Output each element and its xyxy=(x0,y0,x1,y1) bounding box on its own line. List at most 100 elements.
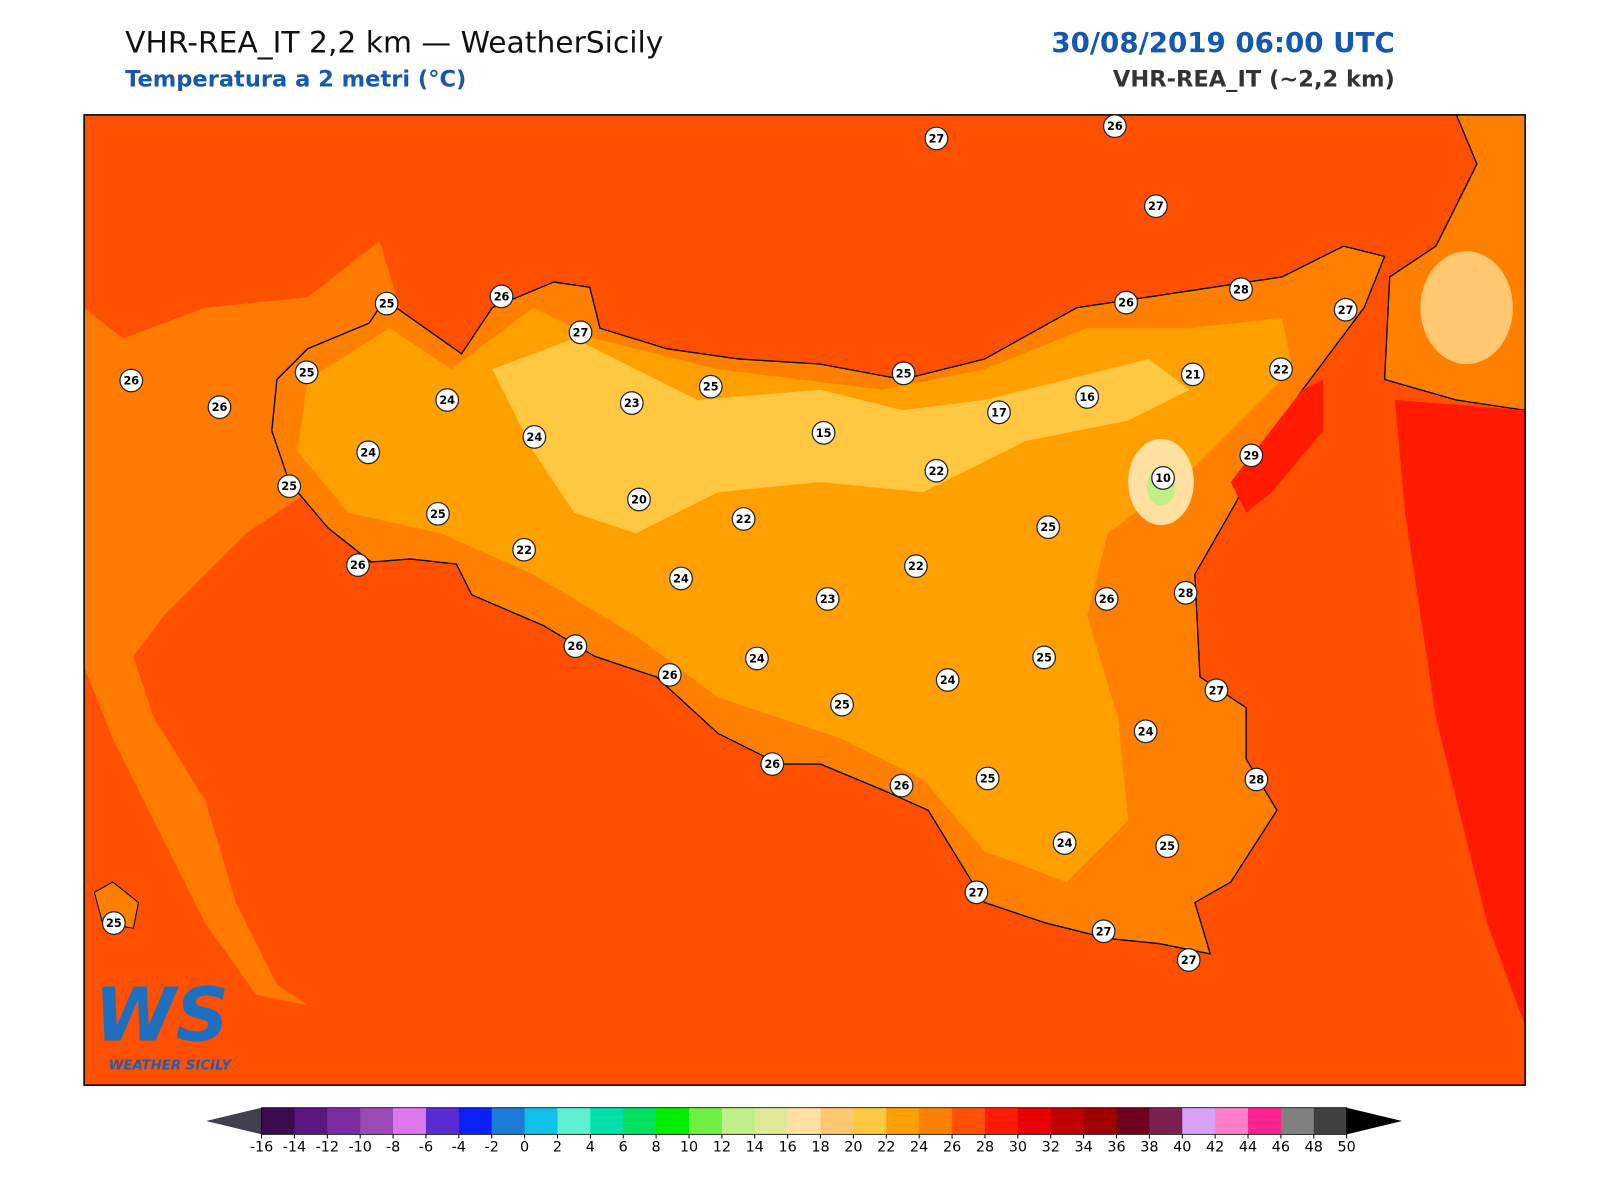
station-marker xyxy=(1229,277,1253,302)
station-marker xyxy=(1114,290,1139,315)
station-value: 24 xyxy=(1138,725,1154,738)
station-marker xyxy=(903,554,928,579)
colorbar-tick-label: 8 xyxy=(652,1140,661,1156)
colorbar-tick-label: 20 xyxy=(844,1140,862,1156)
station-value: 15 xyxy=(816,427,832,440)
station-marker xyxy=(512,537,536,562)
station-marker xyxy=(119,368,144,393)
station-marker xyxy=(207,395,232,420)
station-marker xyxy=(277,474,302,499)
station-value: 16 xyxy=(1079,391,1095,404)
station-marker xyxy=(1269,357,1293,382)
subtitle: Temperatura a 2 metri (°C) xyxy=(125,67,466,93)
station-marker xyxy=(435,388,460,412)
station-marker xyxy=(426,501,450,526)
colorbar-tick-label: 0 xyxy=(520,1140,529,1156)
station-marker xyxy=(987,400,1011,425)
station-value: 24 xyxy=(749,652,765,665)
station-value: 29 xyxy=(1243,449,1259,462)
station-value: 25 xyxy=(379,298,395,311)
colorbar-tick-label: -8 xyxy=(386,1140,400,1156)
colorbar-tick-label: -12 xyxy=(316,1140,339,1156)
calabria-mild xyxy=(1420,251,1513,365)
colorbar-bin xyxy=(393,1107,427,1135)
colorbar-bin xyxy=(754,1107,789,1135)
colorbar-tick-label: 16 xyxy=(779,1140,797,1156)
station-marker xyxy=(1239,443,1264,468)
station-marker xyxy=(889,773,914,798)
hot-sea xyxy=(1394,400,1526,1026)
station-value: 28 xyxy=(1233,283,1249,296)
logo-mark: WS xyxy=(94,973,229,1059)
colorbar-bin xyxy=(458,1107,493,1135)
colorbar-tick-label: 46 xyxy=(1272,1140,1290,1156)
colorbar-bin xyxy=(689,1107,723,1135)
colorbar-tick-label: 38 xyxy=(1140,1140,1158,1156)
colorbar-bin xyxy=(360,1107,394,1135)
station-marker xyxy=(924,458,949,483)
logo: WS WEATHER SICILY xyxy=(94,973,232,1074)
station-marker xyxy=(669,566,693,591)
station-marker xyxy=(1091,919,1116,944)
colorbar-bin xyxy=(491,1107,526,1135)
colorbar-bin xyxy=(623,1107,657,1135)
station-value: 24 xyxy=(360,446,376,459)
station-value: 24 xyxy=(940,674,956,687)
colorbar-outline xyxy=(261,1107,1348,1135)
colorbar-bin xyxy=(524,1107,558,1135)
station-value: 27 xyxy=(1181,954,1197,967)
station-value: 26 xyxy=(350,559,366,572)
frame xyxy=(83,114,1526,1086)
colorbar-tick-label: -6 xyxy=(419,1140,433,1156)
station-value: 25 xyxy=(1040,521,1056,534)
colorbar-bin xyxy=(721,1107,756,1135)
colorbar-tick-label: -10 xyxy=(348,1140,371,1156)
colorbar-bin xyxy=(984,1107,1019,1135)
colorbar-tick-label: 14 xyxy=(746,1140,764,1156)
station-value: 26 xyxy=(894,780,910,793)
station-marker xyxy=(1151,466,1175,490)
map xyxy=(84,114,1526,1086)
station-marker xyxy=(101,911,126,935)
colorbar-bin xyxy=(919,1107,953,1135)
station-marker xyxy=(489,284,514,309)
colorbar-tick-label: 2 xyxy=(553,1140,562,1156)
colorbar-tick-label: 6 xyxy=(619,1140,628,1156)
colorbar-tick-label: 28 xyxy=(976,1140,994,1156)
colorbar-tick-label: 50 xyxy=(1338,1140,1356,1156)
colorbar-bin xyxy=(1182,1107,1216,1135)
station-marker xyxy=(1036,515,1061,540)
station-value: 28 xyxy=(1178,587,1194,600)
station-value: 25 xyxy=(299,366,315,379)
colorbar-bin xyxy=(294,1107,328,1135)
datetime: 30/08/2019 06:00 UTC xyxy=(1051,26,1394,59)
land-mild xyxy=(492,338,1190,534)
station-marker xyxy=(1133,719,1158,744)
station-marker xyxy=(891,361,916,386)
station-marker xyxy=(1094,587,1119,611)
colorbar-tick-label: -16 xyxy=(250,1140,273,1156)
colorbar-bin xyxy=(853,1107,887,1135)
station-value: 25 xyxy=(1159,840,1175,853)
station-marker xyxy=(924,126,949,151)
colorbar-bin xyxy=(820,1107,854,1135)
colorbar: -16 -14 -12 -10 -8 -6 -4 -2 0 2 4 6 8 10 12 14 16 18 20 22 2… xyxy=(206,1107,1403,1156)
colorbar-bin xyxy=(261,1107,295,1135)
station-marker xyxy=(698,374,723,399)
colorbar-bin xyxy=(656,1107,690,1135)
station-value: 28 xyxy=(1249,774,1265,787)
station-value: 22 xyxy=(1273,363,1289,376)
station-value: 25 xyxy=(430,508,446,521)
logo-name: WEATHER SICILY xyxy=(109,1059,233,1074)
station-marker xyxy=(1173,580,1198,605)
colorbar-bin xyxy=(1050,1107,1085,1135)
station-value: 27 xyxy=(929,132,945,145)
colorbar-bin xyxy=(425,1107,460,1135)
colorbar-bin xyxy=(1280,1107,1315,1135)
station-marker xyxy=(830,692,854,717)
colorbar-tick-label: 44 xyxy=(1239,1140,1257,1156)
colorbar-tick-label: 30 xyxy=(1009,1140,1027,1156)
station-marker xyxy=(1204,678,1229,703)
